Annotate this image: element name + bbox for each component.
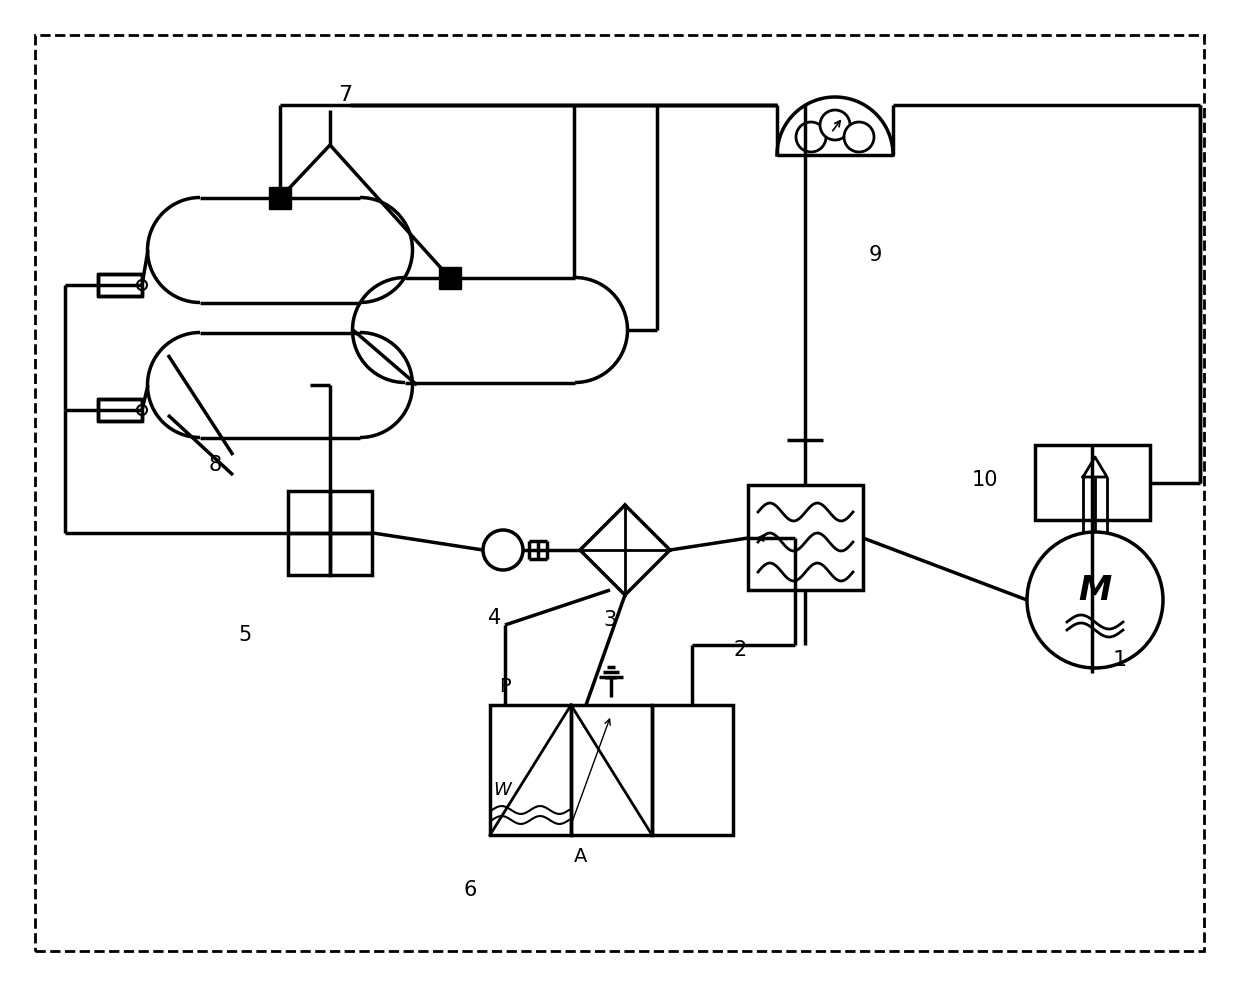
Bar <box>1035 445 1150 520</box>
Text: 7: 7 <box>338 85 352 105</box>
Bar <box>571 705 652 835</box>
Bar <box>330 533 372 575</box>
Text: 2: 2 <box>733 640 747 660</box>
Text: 9: 9 <box>869 245 882 265</box>
Circle shape <box>138 280 147 290</box>
Circle shape <box>844 122 873 152</box>
Text: A: A <box>575 848 587 867</box>
Bar <box>652 705 733 835</box>
Text: 10: 10 <box>971 470 999 490</box>
Bar <box>269 187 291 209</box>
Text: 6: 6 <box>463 880 477 900</box>
Circle shape <box>483 530 523 570</box>
Text: 5: 5 <box>238 625 252 645</box>
Text: P: P <box>499 677 510 696</box>
Circle shape <box>138 405 147 415</box>
Bar <box>330 491 372 533</box>
Circle shape <box>1027 532 1163 668</box>
Text: 4: 4 <box>488 608 502 628</box>
Bar <box>748 485 864 590</box>
Circle shape <box>820 110 850 140</box>
Text: T: T <box>605 677 617 696</box>
Bar <box>439 267 461 289</box>
Text: 1: 1 <box>1113 650 1127 670</box>
Bar <box>98 274 142 296</box>
Bar <box>489 705 571 835</box>
Circle shape <box>795 122 826 152</box>
Bar <box>287 491 330 533</box>
Text: W: W <box>493 781 510 799</box>
Bar <box>287 533 330 575</box>
Text: 3: 3 <box>603 610 617 630</box>
Text: M: M <box>1078 574 1111 606</box>
Text: 8: 8 <box>208 455 222 475</box>
Bar <box>98 399 142 421</box>
